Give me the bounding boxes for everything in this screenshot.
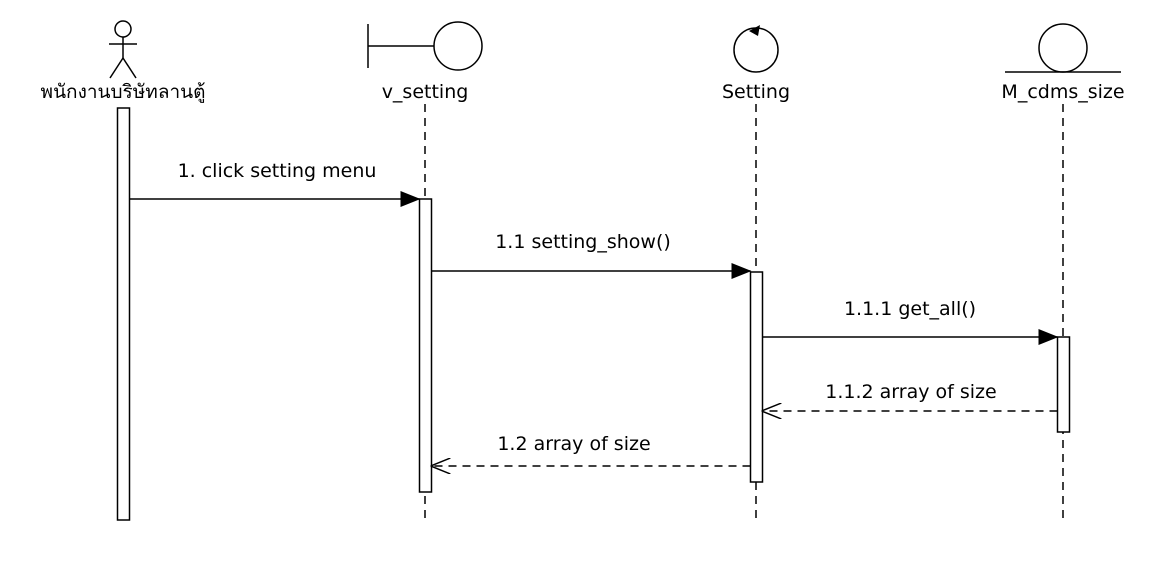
message-label: 1. click setting menu (178, 160, 377, 182)
activation-bar (418, 198, 433, 493)
participant-label: พนักงานบริษัทลานตู้ (41, 81, 206, 103)
participant-label: v_setting (382, 81, 469, 103)
participant-label: Setting (722, 81, 790, 103)
entity-icon (1005, 23, 1121, 73)
activation-bar (749, 271, 764, 483)
message-return-array-of-size-1: 1.1.2 array of size (763, 381, 1058, 411)
control-icon (733, 25, 779, 73)
message-label: 1.1.2 array of size (825, 381, 996, 403)
participant-v-setting: v_setting (367, 21, 483, 518)
participant-setting: Setting (722, 25, 790, 518)
participant-label: M_cdms_size (1001, 81, 1124, 103)
activation-bar (1056, 336, 1071, 433)
participant-m-cdms-size: M_cdms_size (1001, 23, 1125, 518)
message-get-all: 1.1.1 get_all() (762, 298, 1059, 345)
actor-icon (109, 20, 137, 79)
participant-actor: พนักงานบริษัทลานตู้ (41, 20, 206, 521)
message-setting-show: 1.1 setting_show() (431, 231, 752, 279)
message-click-setting-menu: 1. click setting menu (129, 160, 421, 207)
message-label: 1.1 setting_show() (495, 231, 671, 253)
boundary-icon (367, 21, 483, 71)
message-return-array-of-size-2: 1.2 array of size (432, 433, 751, 466)
activation-bar (116, 107, 131, 521)
message-label: 1.2 array of size (497, 433, 650, 455)
message-label: 1.1.1 get_all() (844, 298, 976, 320)
